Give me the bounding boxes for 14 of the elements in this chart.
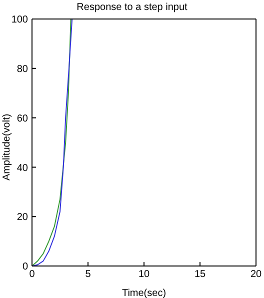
y-tick-label: 0 — [22, 262, 28, 273]
y-tick-label: 20 — [16, 212, 28, 224]
x-tick-label: 15 — [194, 269, 206, 280]
x-tick-label: 5 — [85, 269, 92, 280]
x-axis-title: Time(sec) — [122, 288, 166, 298]
y-tick-label: 40 — [16, 162, 28, 174]
x-tick-label: 10 — [138, 269, 150, 280]
y-tick-label: 80 — [16, 64, 28, 75]
x-tick-label: 20 — [250, 269, 262, 280]
x-tick-label: 0 — [29, 269, 36, 280]
y-axis-title: Amplitude(volt) — [2, 114, 13, 180]
chart-title: Response to a step input — [76, 2, 188, 13]
y-tick-label: 100 — [11, 14, 28, 26]
y-tick-label: 60 — [16, 113, 28, 124]
